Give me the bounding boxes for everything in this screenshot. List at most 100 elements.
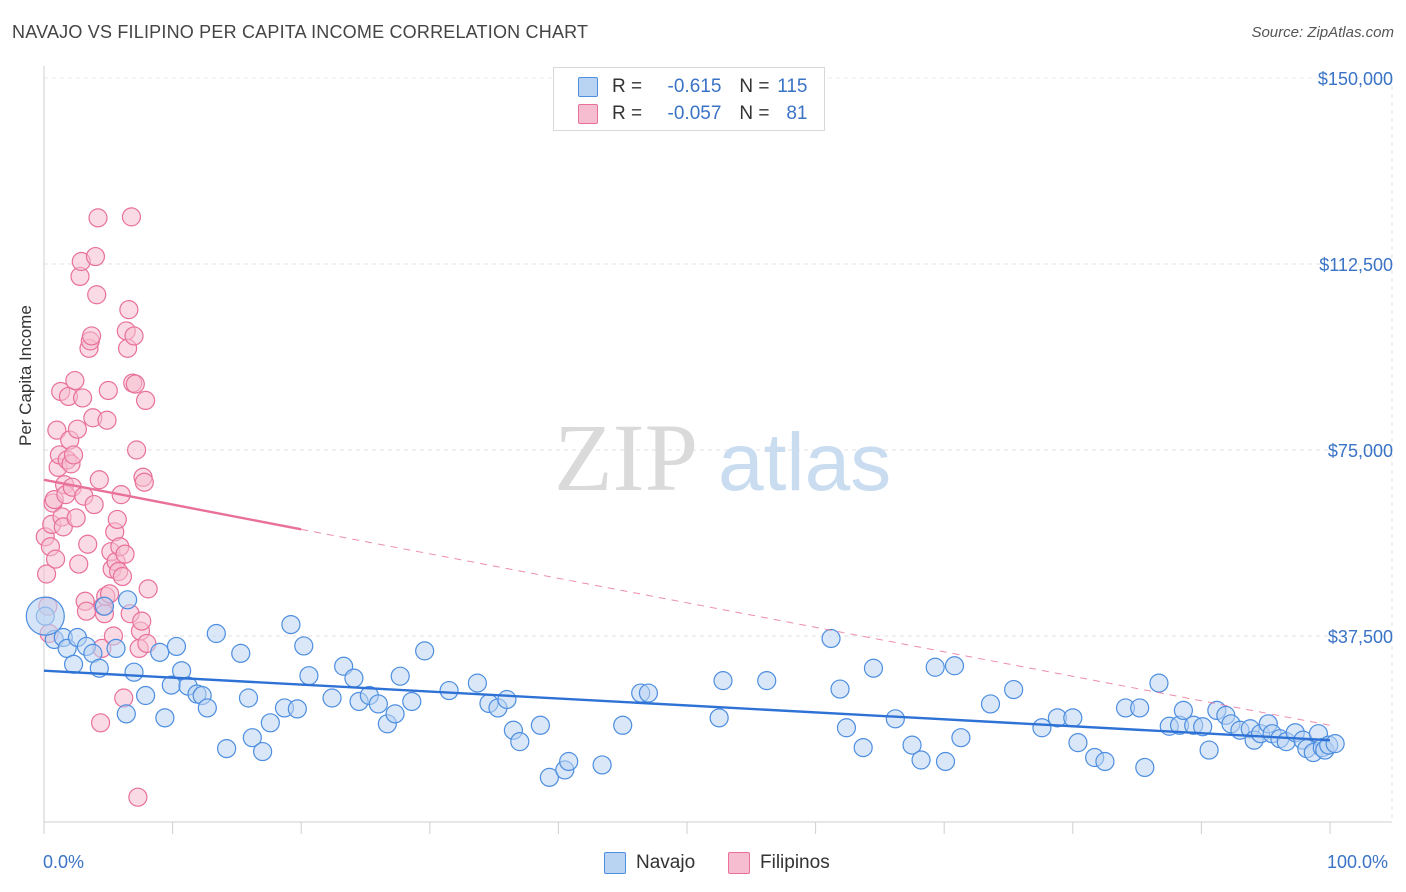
navajo-point — [863, 658, 884, 678]
y-tick-label: $112,500 — [1319, 255, 1393, 275]
r-label: R = — [612, 103, 643, 124]
navajo-point — [830, 679, 850, 699]
axes — [43, 66, 1392, 834]
filipinos-point — [126, 440, 147, 460]
navajo-point — [902, 735, 922, 755]
navajo-point — [106, 638, 126, 659]
filipinos-point — [107, 509, 127, 530]
bottom-legend: Navajo Filipinos — [0, 852, 1406, 878]
filipinos-point — [84, 494, 104, 515]
filipinos-point — [69, 554, 89, 574]
y-tick-label: $150,000 — [1318, 69, 1393, 89]
navajo-point — [1032, 718, 1052, 738]
filipinos-point — [135, 390, 156, 410]
navajo-point — [390, 666, 410, 686]
navajo-point — [1173, 700, 1193, 721]
navajo-point — [231, 643, 251, 663]
source-credit: Source: ZipAtlas.com — [1251, 24, 1394, 41]
navajo-trend-line — [43, 669, 1331, 742]
navajo-point — [94, 596, 115, 616]
filipinos-point — [89, 470, 109, 490]
legend-row-filipinos: R = -0.057 N = 81 — [578, 102, 808, 126]
correlation-legend: R = -0.615 N = 115 R = -0.057 N = 81 — [553, 67, 825, 131]
filipinos-point — [97, 410, 117, 430]
navajo-point — [510, 732, 530, 752]
navajo-point — [638, 683, 659, 703]
legend-navajo[interactable]: Navajo — [604, 852, 695, 874]
navajo-point — [925, 657, 945, 677]
x-tick-max: 100.0% — [1327, 852, 1389, 872]
y-axis-label: Per Capita Income — [16, 305, 35, 446]
legend-navajo-label: Navajo — [636, 852, 696, 873]
navajo-point — [63, 654, 84, 674]
filipinos-point — [47, 420, 67, 440]
navajo-point — [713, 671, 733, 691]
navajo-point — [980, 694, 1001, 714]
filipinos-point — [72, 388, 93, 408]
navajo-point — [1199, 740, 1219, 760]
navajo-point — [287, 699, 307, 719]
filipinos-point — [114, 688, 134, 708]
filipinos-swatch — [578, 104, 598, 124]
navajo-point — [117, 590, 138, 610]
filipinos-point — [125, 374, 145, 394]
navajo-point — [559, 751, 579, 772]
navajo-legend-swatch — [604, 852, 626, 874]
navajo-point — [530, 715, 550, 735]
navajo-point — [260, 713, 280, 733]
navajo-point — [944, 656, 965, 676]
filipinos-point — [115, 544, 135, 564]
navajo-point — [592, 755, 612, 775]
navajo-point — [911, 750, 931, 770]
navajo-point — [155, 708, 175, 728]
navajo-point — [135, 685, 156, 706]
legend-filipinos-label: Filipinos — [760, 852, 830, 873]
filipinos-point — [76, 601, 97, 621]
filipinos-point — [138, 579, 158, 599]
navajo-point — [197, 698, 217, 718]
filipinos-point — [87, 285, 107, 305]
navajo-point — [116, 704, 136, 724]
n-value: 115 — [777, 76, 808, 97]
navajo-point — [150, 642, 170, 662]
navajo-point — [402, 691, 422, 712]
filipinos-point — [85, 246, 106, 267]
filipinos-point — [45, 549, 66, 569]
navajo-point — [439, 680, 459, 701]
n-label: N = — [739, 76, 770, 97]
navajo-point — [368, 694, 388, 714]
watermark-atlas: atlas — [718, 417, 891, 508]
n-value: 81 — [786, 103, 808, 124]
filipinos-point — [66, 508, 86, 528]
trend-lines — [43, 478, 1331, 742]
navajo-point — [821, 628, 841, 649]
navajo-point — [836, 718, 857, 738]
filipinos-point — [128, 787, 148, 807]
navajo-swatch — [578, 77, 598, 97]
navajo-point — [1325, 734, 1345, 754]
navajo-point — [1135, 757, 1155, 778]
n-label: N = — [739, 103, 770, 124]
filipinos-point — [78, 534, 98, 554]
navajo-point — [1149, 673, 1169, 693]
r-value: -0.057 — [667, 103, 722, 124]
legend-row-navajo: R = -0.615 N = 115 — [578, 75, 808, 99]
filipinos-point — [132, 611, 152, 631]
watermark-zip: ZIP — [554, 404, 698, 511]
filipinos-points — [35, 207, 158, 807]
navajo-point — [1130, 698, 1150, 718]
navajo-point — [709, 708, 729, 728]
navajo-point — [385, 704, 405, 724]
navajo-point — [166, 636, 187, 657]
y-tick-label: $75,000 — [1328, 441, 1393, 461]
legend-filipinos[interactable]: Filipinos — [728, 852, 830, 874]
y-tick-labels: $37,500 $75,000 $112,500 $150,000 — [1318, 69, 1393, 647]
filipinos-point — [98, 380, 118, 401]
navajo-point — [294, 636, 314, 656]
navajo-point — [757, 671, 777, 691]
r-value: -0.615 — [667, 76, 722, 97]
navajo-point — [613, 715, 633, 735]
navajo-point-large — [25, 596, 65, 636]
filipinos-point — [36, 564, 57, 584]
